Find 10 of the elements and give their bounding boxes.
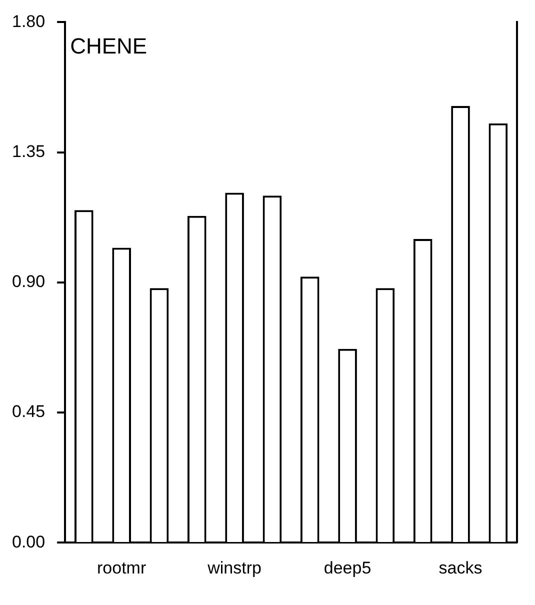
x-tick-label: deep5 <box>324 558 372 578</box>
y-tick-label: 0.45 <box>12 402 46 422</box>
y-tick-label: 0.00 <box>12 532 46 552</box>
text: CHENE <box>70 33 148 58</box>
x-tick-label: winstrp <box>206 558 262 578</box>
x-tick-label: sacks <box>438 558 482 578</box>
y-tick-label: 1.80 <box>12 12 46 31</box>
y-tick-label: 1.35 <box>12 142 46 161</box>
x-tick-label: rootmr <box>97 558 146 578</box>
y-tick-label: 0.90 <box>12 272 46 292</box>
